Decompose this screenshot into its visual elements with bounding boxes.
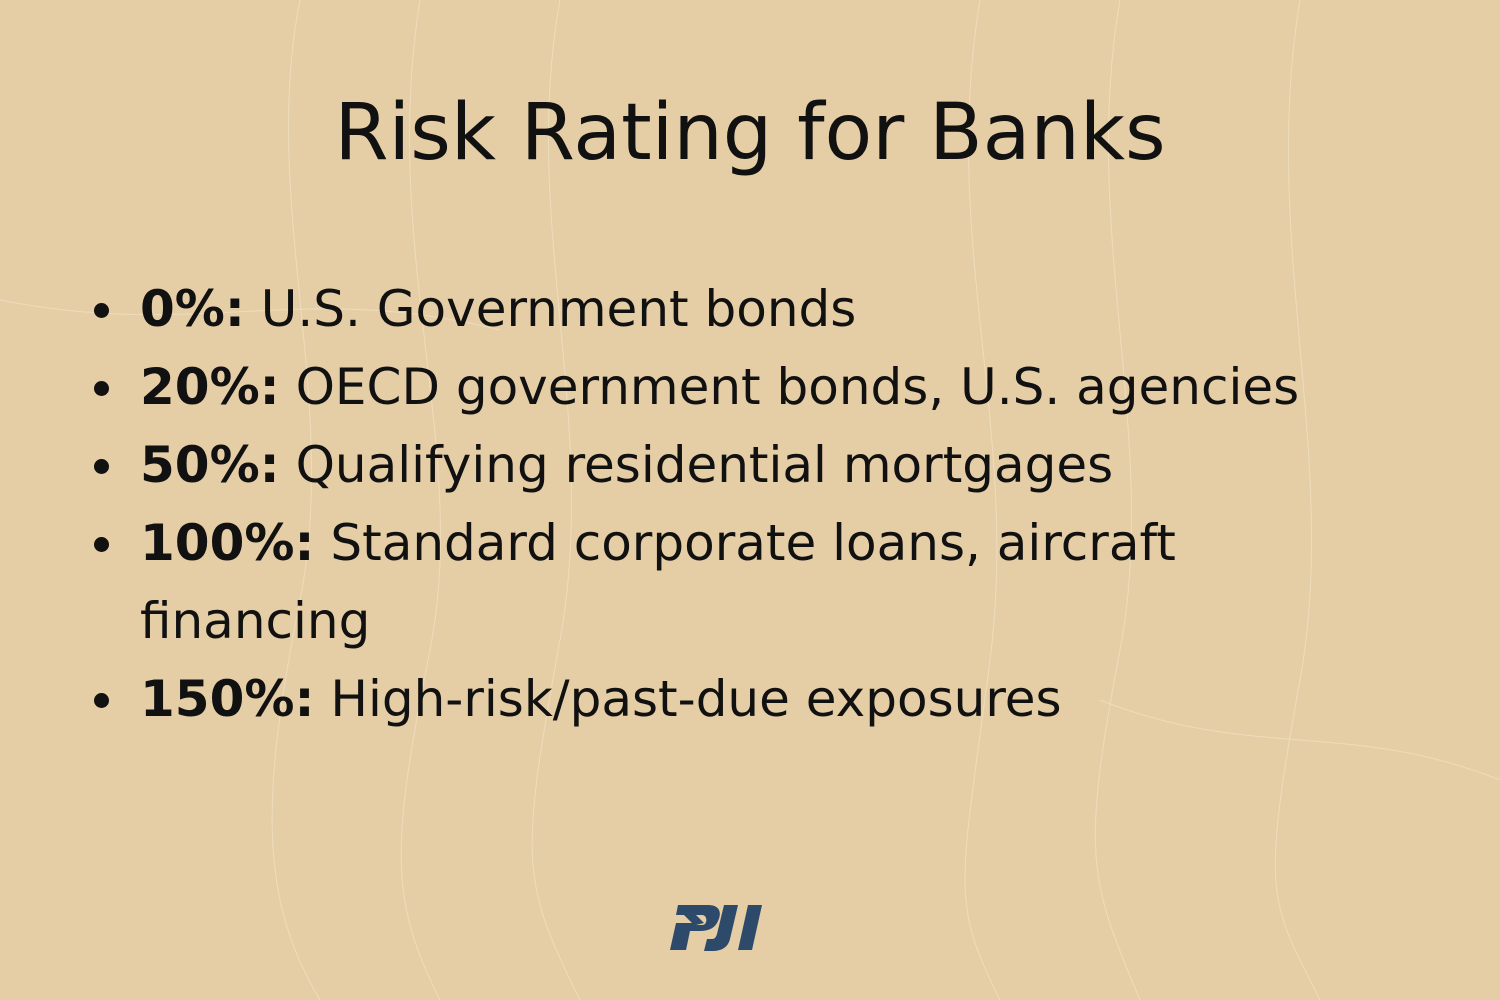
risk-percent: 0%: [140,280,245,338]
risk-percent: 100%: [140,514,315,572]
risk-weight-list: 0%: U.S. Government bonds 20%: OECD gove… [86,270,1446,738]
list-item: 50%: Qualifying residential mortgages [86,426,1446,504]
pji-logo [670,905,762,951]
list-item: 100%: Standard corporate loans, aircraft… [86,504,1446,660]
list-item: 0%: U.S. Government bonds [86,270,1446,348]
risk-percent: 50%: [140,436,280,494]
risk-percent: 20%: [140,358,280,416]
asset-description: High-risk/past-due exposures [314,670,1062,728]
list-item: 20%: OECD government bonds, U.S. agencie… [86,348,1446,426]
list-item: 150%: High-risk/past-due exposures [86,660,1446,738]
asset-description: OECD government bonds, U.S. agencies [279,358,1300,416]
asset-description: U.S. Government bonds [244,280,857,338]
asset-description: Standard corporate loans, aircraft finan… [140,514,1176,650]
risk-percent: 150%: [140,670,315,728]
asset-description: Qualifying residential mortgages [279,436,1114,494]
page-title: Risk Rating for Banks [334,88,1166,178]
